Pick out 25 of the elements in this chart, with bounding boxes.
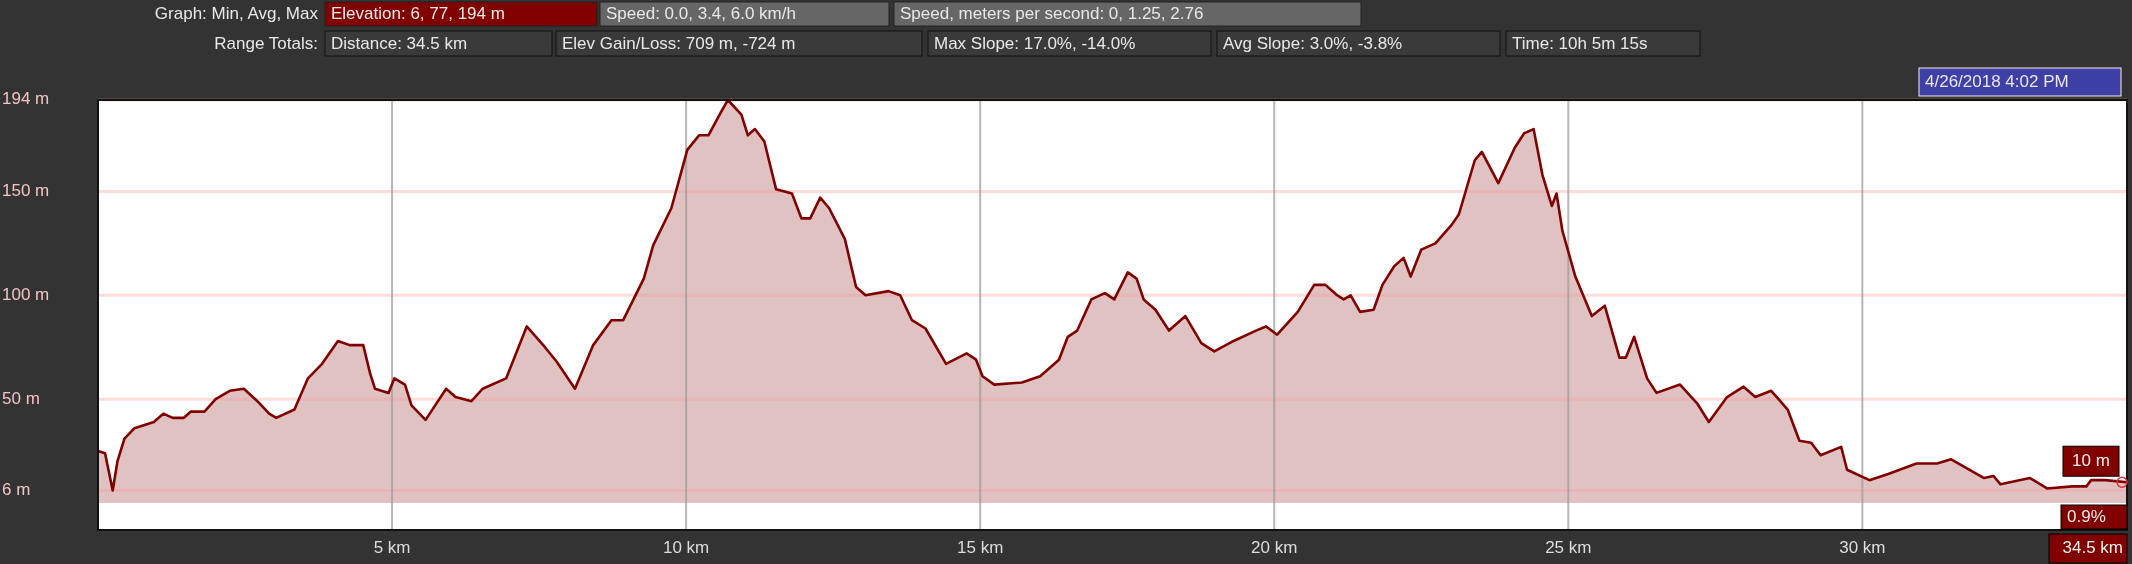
text: Speed, meters per second: 0, 1.25, 2.76 bbox=[900, 4, 1204, 24]
text: Avg Slope: 3.0%, -3.8% bbox=[1223, 33, 1403, 53]
text: Time: 10h 5m 15s bbox=[1512, 33, 1648, 53]
text: Max Slope: 17.0%, -14.0% bbox=[934, 33, 1136, 53]
x-tick-label: 20 km bbox=[1251, 538, 1298, 558]
text: Range Totals: bbox=[214, 33, 318, 53]
text: Graph: Min, Avg, Max bbox=[154, 4, 319, 24]
x-tick-label: 30 km bbox=[1839, 538, 1886, 558]
text: Distance: 34.5 km bbox=[331, 33, 468, 53]
annotation: 10 m bbox=[2072, 450, 2110, 470]
text: 4/26/2018 4:02 PM bbox=[1925, 72, 2069, 92]
text: Speed: 0.0, 3.4, 6.0 km/h bbox=[606, 4, 796, 24]
x-tick-label: 5 km bbox=[373, 538, 411, 558]
annotation: 0.9% bbox=[2067, 507, 2106, 527]
x-tick-label: 25 km bbox=[1545, 538, 1592, 558]
text: Elev Gain/Loss: 709 m, -724 m bbox=[562, 33, 796, 53]
x-tick-label: 10 km bbox=[662, 538, 710, 558]
text: Elevation: 6, 77, 194 m bbox=[331, 4, 505, 24]
y-tick-label: 50 m bbox=[2, 388, 40, 408]
y-tick-label: 6 m bbox=[2, 480, 31, 500]
y-tick-label: 100 m bbox=[2, 284, 50, 304]
x-tick-label: 15 km bbox=[957, 538, 1004, 558]
y-tick-label: 194 m bbox=[2, 89, 50, 109]
x-tick-label: 34.5 km bbox=[2062, 538, 2123, 558]
y-tick-label: 150 m bbox=[2, 180, 50, 200]
